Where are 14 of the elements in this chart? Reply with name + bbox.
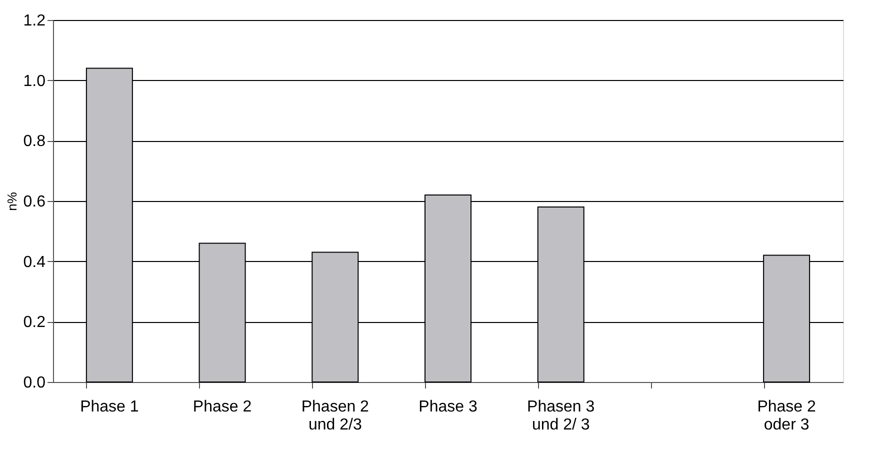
y-tick-label: 1.0	[23, 72, 46, 90]
y-tick-label: 0.6	[23, 194, 46, 210]
x-tick-label: Phase 2	[192, 398, 252, 416]
y-tick-label: 0.4	[23, 254, 46, 271]
x-tick-label: Phase 3	[418, 398, 478, 416]
y-tick-label: 1.2	[23, 12, 46, 30]
y-tick-label: 0.0	[23, 374, 46, 392]
y-tick-label: 0.8	[23, 133, 46, 150]
y-tick-label: 0.2	[23, 314, 46, 332]
x-tick-label: Phasen 3 und 2/ 3	[527, 398, 595, 434]
x-tick-label: Phasen 2 und 2/3	[301, 398, 370, 434]
x-tick-label: Phase 2 oder 3	[757, 398, 816, 434]
y-axis-title: n%	[4, 192, 20, 211]
x-tick-label: Phase 1	[80, 398, 139, 416]
